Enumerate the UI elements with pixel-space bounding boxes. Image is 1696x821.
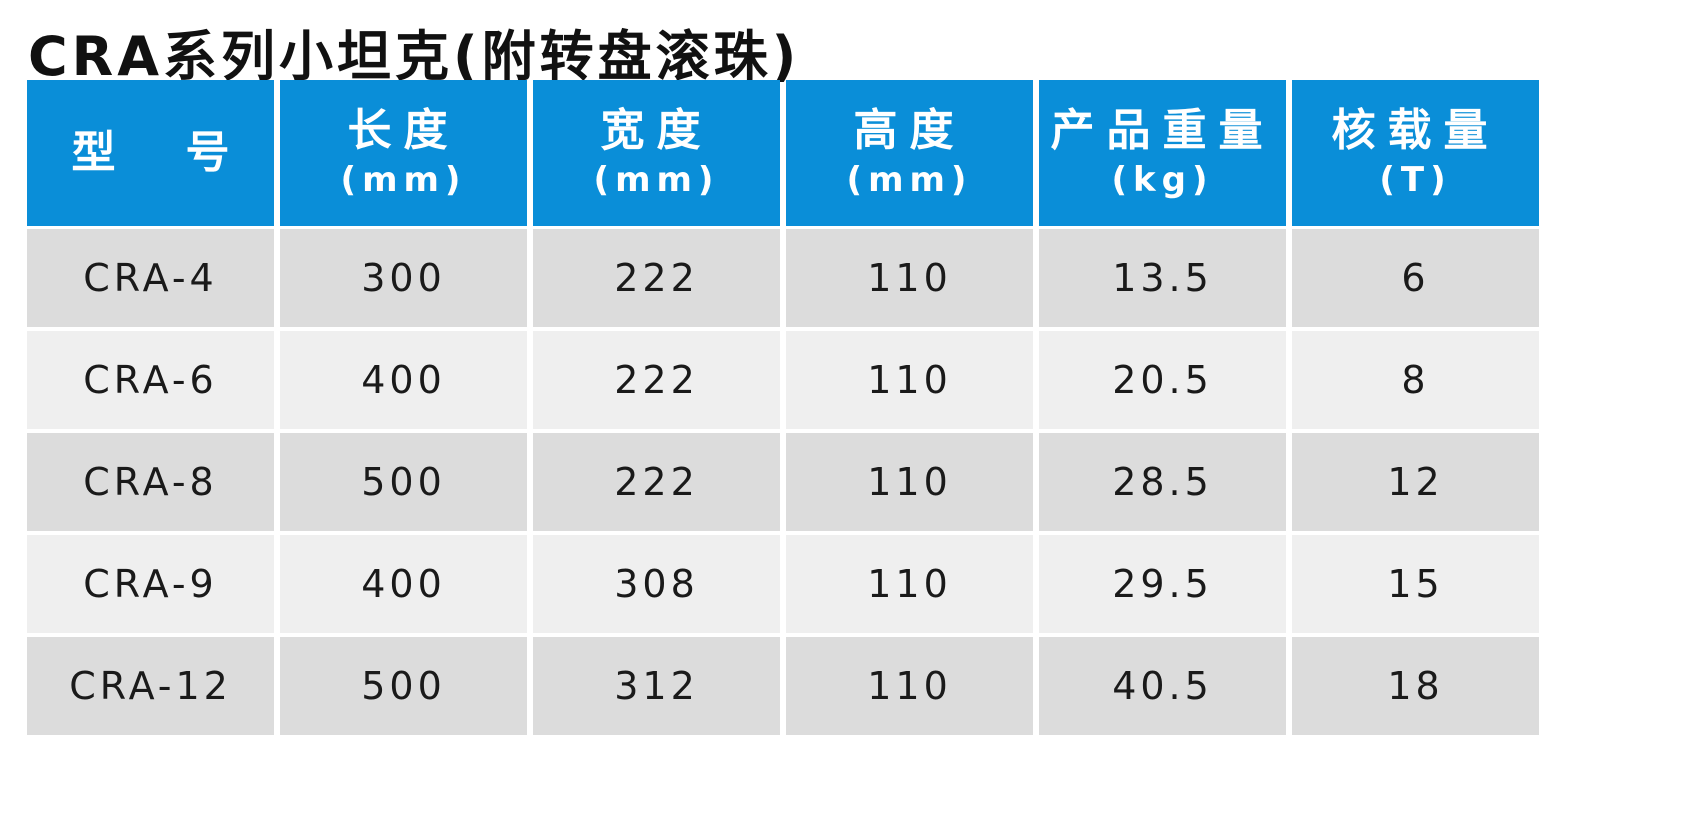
- table-cell: 12: [1292, 433, 1539, 531]
- table-cell: 18: [1292, 637, 1539, 735]
- header-cell: 产品重量 (kg): [1039, 80, 1286, 226]
- table-cell: 6: [1292, 229, 1539, 327]
- table-cell: 400: [280, 535, 527, 633]
- table-cell: 110: [786, 637, 1033, 735]
- header-label: 核载量: [1331, 105, 1500, 156]
- table-cell: 8: [1292, 331, 1539, 429]
- table-cell: 500: [280, 637, 527, 735]
- table-cell: 222: [533, 331, 780, 429]
- table-cell: 222: [533, 229, 780, 327]
- table-cell: 29.5: [1039, 535, 1286, 633]
- table-cell: 13.5: [1039, 229, 1286, 327]
- table-cell: 20.5: [1039, 331, 1286, 429]
- header-cell: 宽度 (mm): [533, 80, 780, 226]
- table-cell: 308: [533, 535, 780, 633]
- table-cell: 300: [280, 229, 527, 327]
- header-cell: 高度 (mm): [786, 80, 1033, 226]
- table-cell: 110: [786, 229, 1033, 327]
- header-unit: (kg): [1111, 160, 1214, 200]
- table-cell: 15: [1292, 535, 1539, 633]
- title: CRA系列小坦克(附转盘滚珠): [28, 25, 801, 88]
- table-cell: 312: [533, 637, 780, 735]
- header-label: 长度: [347, 105, 460, 156]
- header-unit: (mm): [846, 160, 973, 200]
- table-cell: CRA-6: [27, 331, 274, 429]
- table-cell: 222: [533, 433, 780, 531]
- table-cell: CRA-4: [27, 229, 274, 327]
- header-unit: (T): [1379, 160, 1452, 200]
- table-cell: 500: [280, 433, 527, 531]
- table-cell: 110: [786, 331, 1033, 429]
- table-cell: CRA-12: [27, 637, 274, 735]
- header-label: 高度: [853, 105, 966, 156]
- table-cell: 110: [786, 535, 1033, 633]
- table-cell: 110: [786, 433, 1033, 531]
- header-cell: 型号: [27, 80, 274, 226]
- header-label: 产品重量: [1050, 105, 1275, 156]
- table-cell: 28.5: [1039, 433, 1286, 531]
- header-label: 宽度: [600, 105, 713, 156]
- table-cell: 400: [280, 331, 527, 429]
- header-unit: (mm): [593, 160, 720, 200]
- header-unit: (mm): [340, 160, 467, 200]
- header-cell: 长度 (mm): [280, 80, 527, 226]
- table-cell: CRA-8: [27, 433, 274, 531]
- header-cell: 核载量 (T): [1292, 80, 1539, 226]
- table-cell: CRA-9: [27, 535, 274, 633]
- table-cell: 40.5: [1039, 637, 1286, 735]
- header-label: 型号: [71, 127, 300, 178]
